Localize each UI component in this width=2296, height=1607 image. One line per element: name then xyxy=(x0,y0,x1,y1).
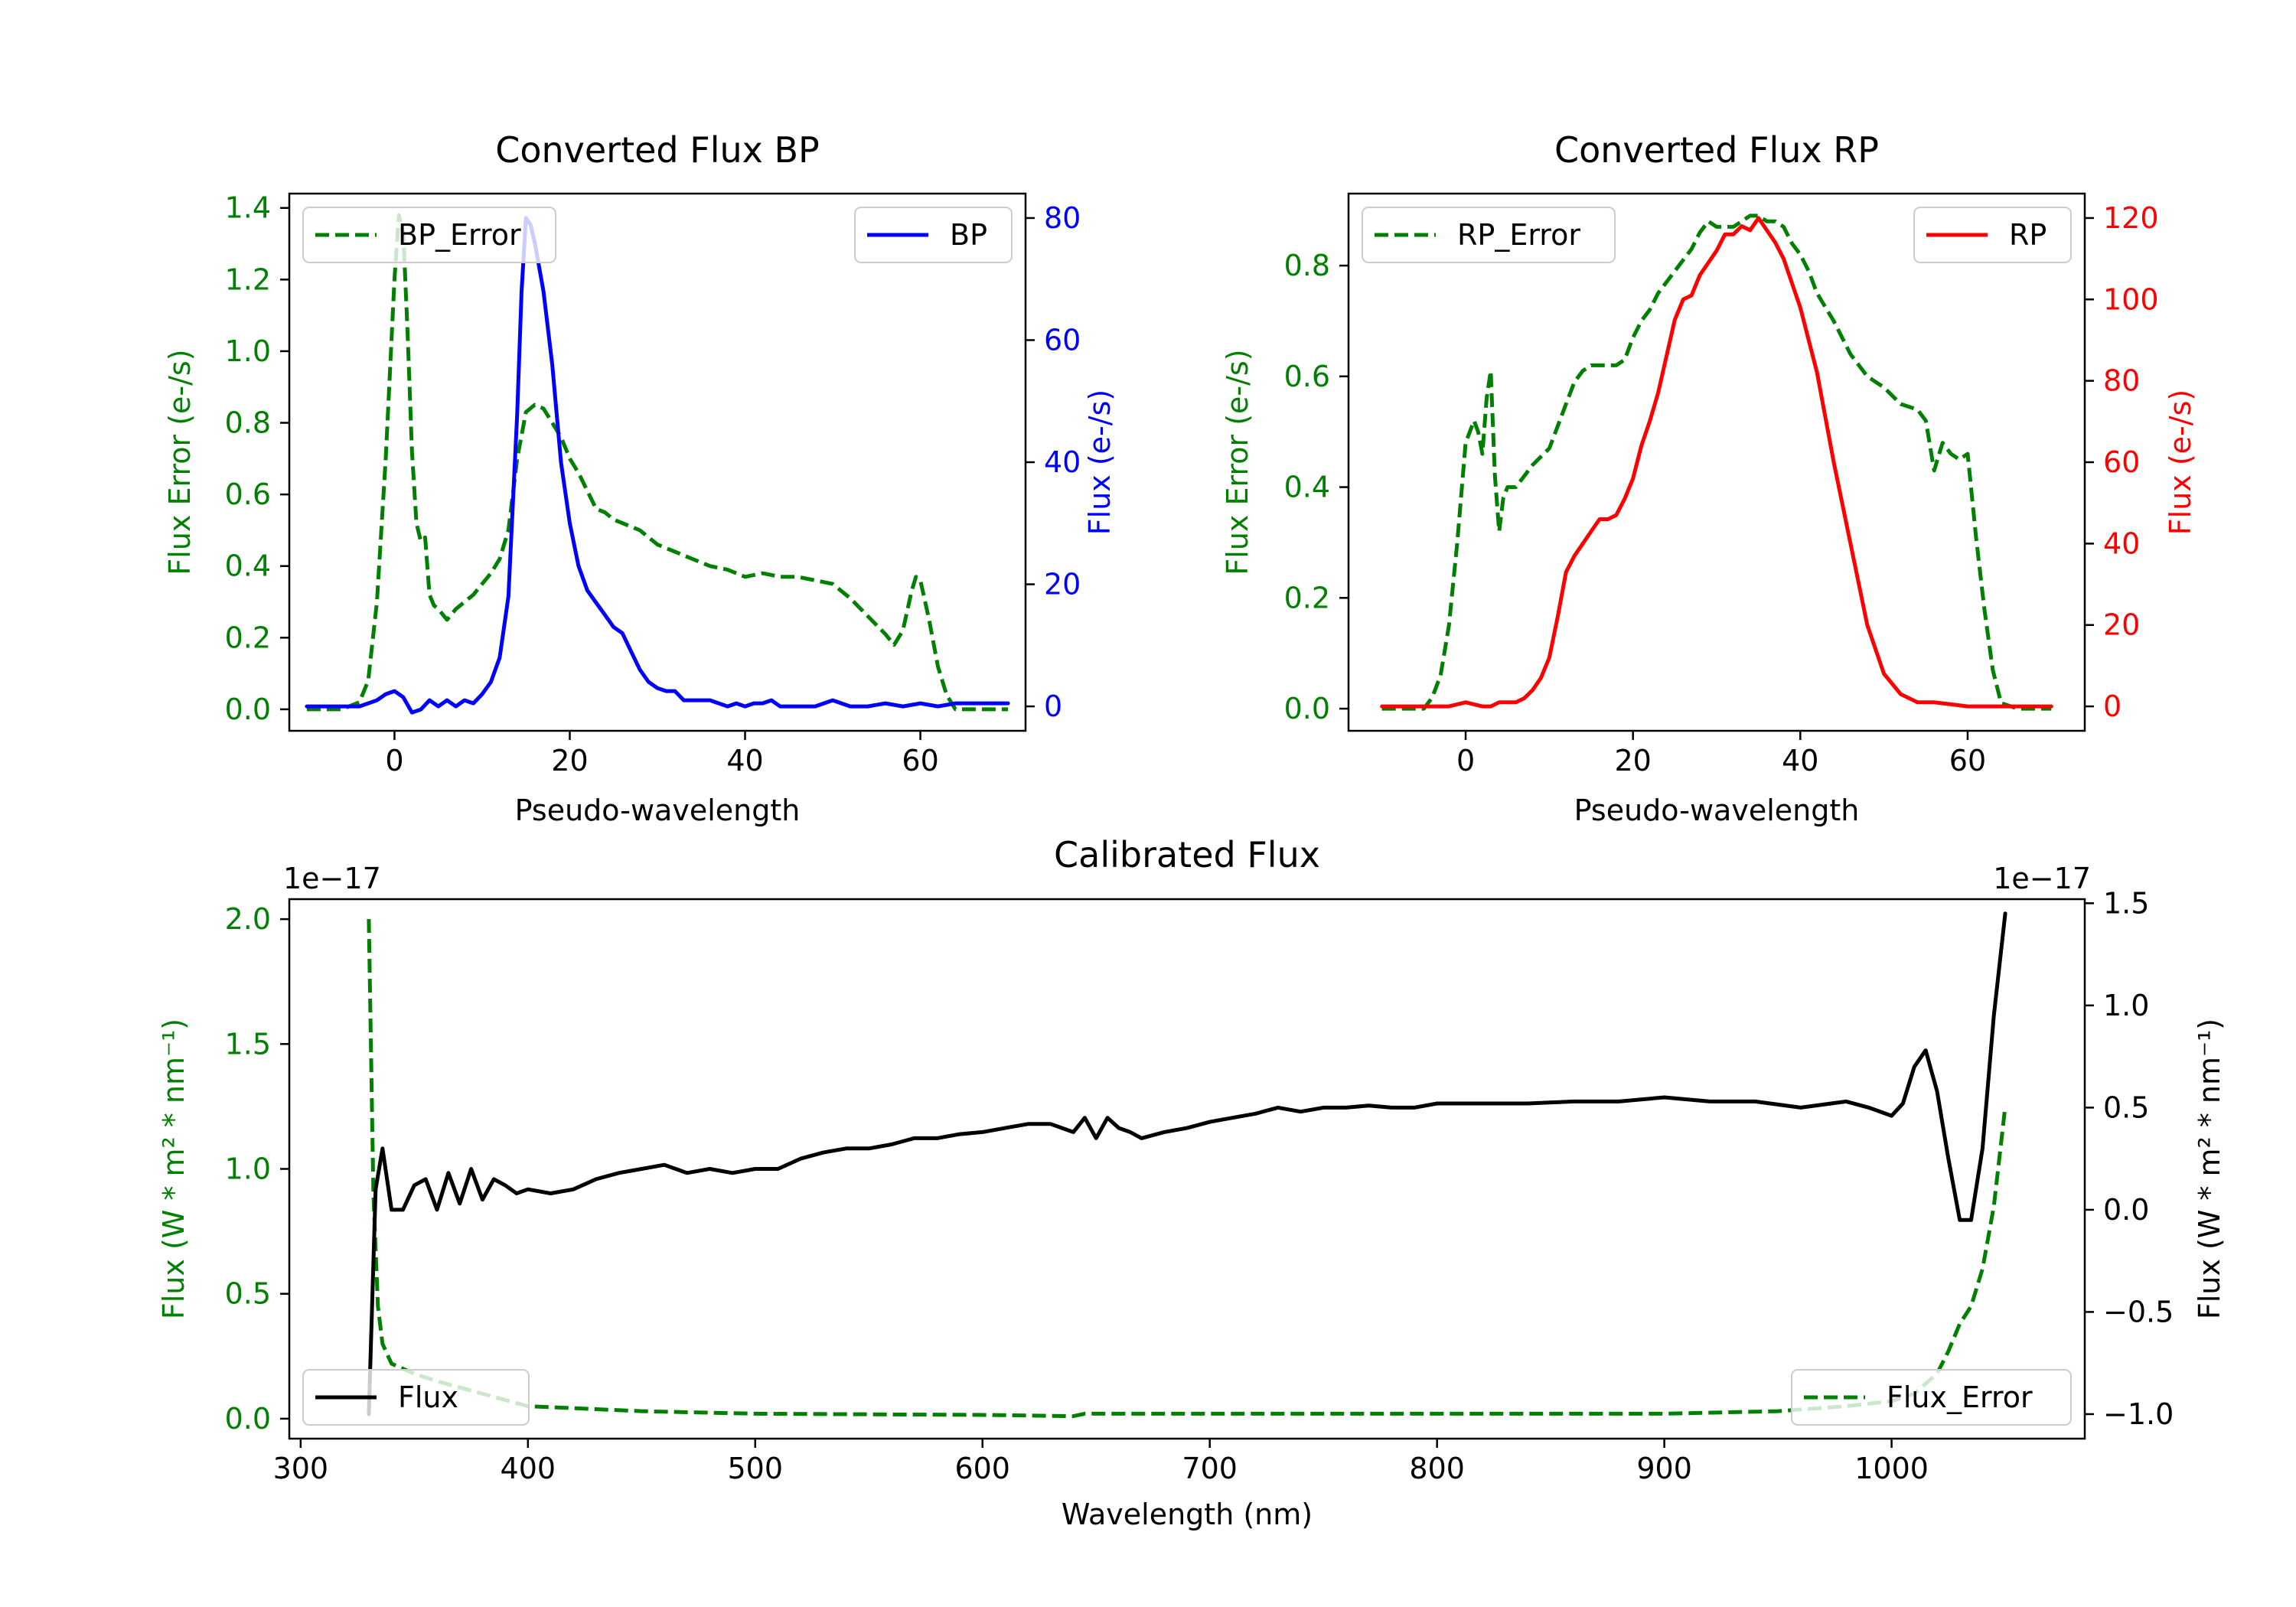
y-left-tick-label: 0.8 xyxy=(225,406,271,440)
legend-bp-error: BP_Error xyxy=(302,207,556,263)
chart-panel-1: 0 20 40 60 0.0 0.2 0.4 0.6 0.8 1.0 1.2 1.4 0 20 40 60 80… xyxy=(163,129,1117,827)
legend-box xyxy=(1913,207,2072,263)
y-right-tick-label: 60 xyxy=(1044,323,1081,357)
y-right-tick-label: 0 xyxy=(1044,689,1062,723)
y-right-tick-label: 40 xyxy=(2103,526,2140,560)
legend-box xyxy=(1791,1369,2072,1426)
legend-box xyxy=(302,207,556,263)
legend-label: BP xyxy=(950,218,987,252)
x-axis-label: Wavelength (nm) xyxy=(1062,1498,1313,1531)
x-tick-label: 400 xyxy=(501,1452,556,1485)
x-tick-label: 20 xyxy=(1615,744,1652,777)
y-left-tick-label: 0.2 xyxy=(225,621,271,654)
x-tick-label: 900 xyxy=(1636,1452,1692,1485)
y-right-tick-label: 100 xyxy=(2103,282,2159,316)
y-left-tick-label: 0.0 xyxy=(225,1402,271,1436)
x-tick-label: 600 xyxy=(954,1452,1010,1485)
x-tick-label: 40 xyxy=(726,744,763,777)
series-line-flux xyxy=(367,911,2007,1416)
x-tick-label: 700 xyxy=(1182,1452,1238,1485)
y-left-axis-label: Flux (W * m² * nm⁻¹) xyxy=(157,1019,191,1319)
y-left-tick-label: 1.0 xyxy=(225,1152,271,1186)
chart-panel-3: 300 400 500 600 700 800 900 1000 0.0 0.5 1.0 1.5 2.0… xyxy=(157,834,2226,1531)
x-tick-label: 60 xyxy=(902,744,938,777)
legend-bp: BP xyxy=(854,207,1013,263)
legend-rp-error: RP_Error xyxy=(1362,207,1616,263)
y-right-axis-label: Flux (e-/s) xyxy=(1083,390,1117,535)
chart-title: Calibrated Flux xyxy=(1054,834,1320,875)
y-right-axis-label: Flux (e-/s) xyxy=(2164,390,2197,535)
series-line-bp xyxy=(305,216,1010,715)
legend-label: BP_Error xyxy=(398,218,521,252)
y-right-tick-label: 40 xyxy=(1044,445,1081,479)
y-right-tick-label: 20 xyxy=(1044,568,1081,601)
series-line-rp-error xyxy=(1381,214,2052,711)
y-left-axis-label: Flux Error (e-/s) xyxy=(163,349,197,575)
y-left-axis-label: Flux Error (e-/s) xyxy=(1221,349,1254,575)
y-left-tick-label: 0.5 xyxy=(225,1277,271,1311)
y-left-offset-label: 1e−17 xyxy=(283,862,381,895)
legend-rp: RP xyxy=(1913,207,2072,263)
x-tick-label: 60 xyxy=(1949,744,1986,777)
x-axis-label: Pseudo-wavelength xyxy=(1574,794,1860,827)
x-tick-label: 0 xyxy=(1456,744,1475,777)
y-right-tick-label: 0.0 xyxy=(2103,1193,2149,1227)
axes-frame xyxy=(288,192,1027,732)
y-left-tick-label: 0.6 xyxy=(1284,360,1330,393)
x-tick-label: 300 xyxy=(273,1452,329,1485)
y-right-offset-label: 1e−17 xyxy=(1993,862,2091,895)
y-left-tick-label: 0.0 xyxy=(1284,692,1330,725)
x-tick-label: 0 xyxy=(385,744,403,777)
chart-title: Converted Flux BP xyxy=(495,129,820,171)
y-right-tick-label: 1.0 xyxy=(2103,989,2149,1022)
x-axis-label: Pseudo-wavelength xyxy=(515,794,801,827)
x-tick-label: 20 xyxy=(551,744,588,777)
y-left-tick-label: 1.0 xyxy=(225,334,271,368)
series-line-bp-error xyxy=(306,213,1009,712)
legend-box xyxy=(302,1369,530,1426)
y-right-tick-label: −0.5 xyxy=(2103,1295,2174,1328)
x-tick-label: 500 xyxy=(728,1452,784,1485)
series-line-flux-error xyxy=(367,919,2007,1419)
chart-panel-2: 0 20 40 60 0.0 0.2 0.4 0.6 0.8 0 20 40 60 80 100 120 Con… xyxy=(1221,129,2197,827)
y-right-tick-label: 1.5 xyxy=(2103,886,2149,920)
legend-box xyxy=(1362,207,1616,263)
y-right-tick-label: 80 xyxy=(1044,201,1081,235)
y-right-tick-label: 80 xyxy=(2103,364,2140,398)
y-left-tick-label: 0.4 xyxy=(1284,471,1330,504)
y-left-tick-label: 2.0 xyxy=(225,902,271,936)
y-right-tick-label: 0 xyxy=(2103,689,2122,723)
y-left-tick-label: 0.2 xyxy=(1284,581,1330,614)
x-tick-label: 1000 xyxy=(1854,1452,1929,1485)
y-left-tick-label: 0.4 xyxy=(225,549,271,583)
chart-title: Converted Flux RP xyxy=(1554,129,1879,171)
axes-frame xyxy=(288,898,2086,1440)
y-left-tick-label: 0.8 xyxy=(1284,249,1330,282)
legend-flux-error: Flux_Error xyxy=(1791,1369,2072,1426)
y-right-tick-label: −1.0 xyxy=(2103,1397,2174,1431)
y-left-tick-label: 1.4 xyxy=(225,191,271,225)
y-right-axis-label: Flux (W * m² * nm⁻¹) xyxy=(2193,1019,2226,1319)
y-right-tick-label: 0.5 xyxy=(2103,1090,2149,1124)
legend-label: RP xyxy=(2009,218,2047,252)
y-left-tick-label: 0.6 xyxy=(225,478,271,511)
x-tick-label: 800 xyxy=(1409,1452,1465,1485)
y-left-tick-label: 0.0 xyxy=(225,693,271,726)
legend-label: Flux_Error xyxy=(1887,1380,2033,1414)
y-left-tick-label: 1.2 xyxy=(225,262,271,296)
y-left-tick-label: 1.5 xyxy=(225,1027,271,1061)
legend-box xyxy=(854,207,1013,263)
legend-label: Flux xyxy=(398,1380,458,1414)
y-right-tick-label: 20 xyxy=(2103,608,2140,642)
y-right-tick-label: 120 xyxy=(2103,201,2159,235)
y-right-tick-label: 60 xyxy=(2103,445,2140,479)
x-tick-label: 40 xyxy=(1782,744,1818,777)
axes-frame xyxy=(1347,192,2086,732)
legend-label: RP_Error xyxy=(1457,218,1580,252)
series-line-rp xyxy=(1380,216,2053,709)
legend-flux: Flux xyxy=(302,1369,530,1426)
